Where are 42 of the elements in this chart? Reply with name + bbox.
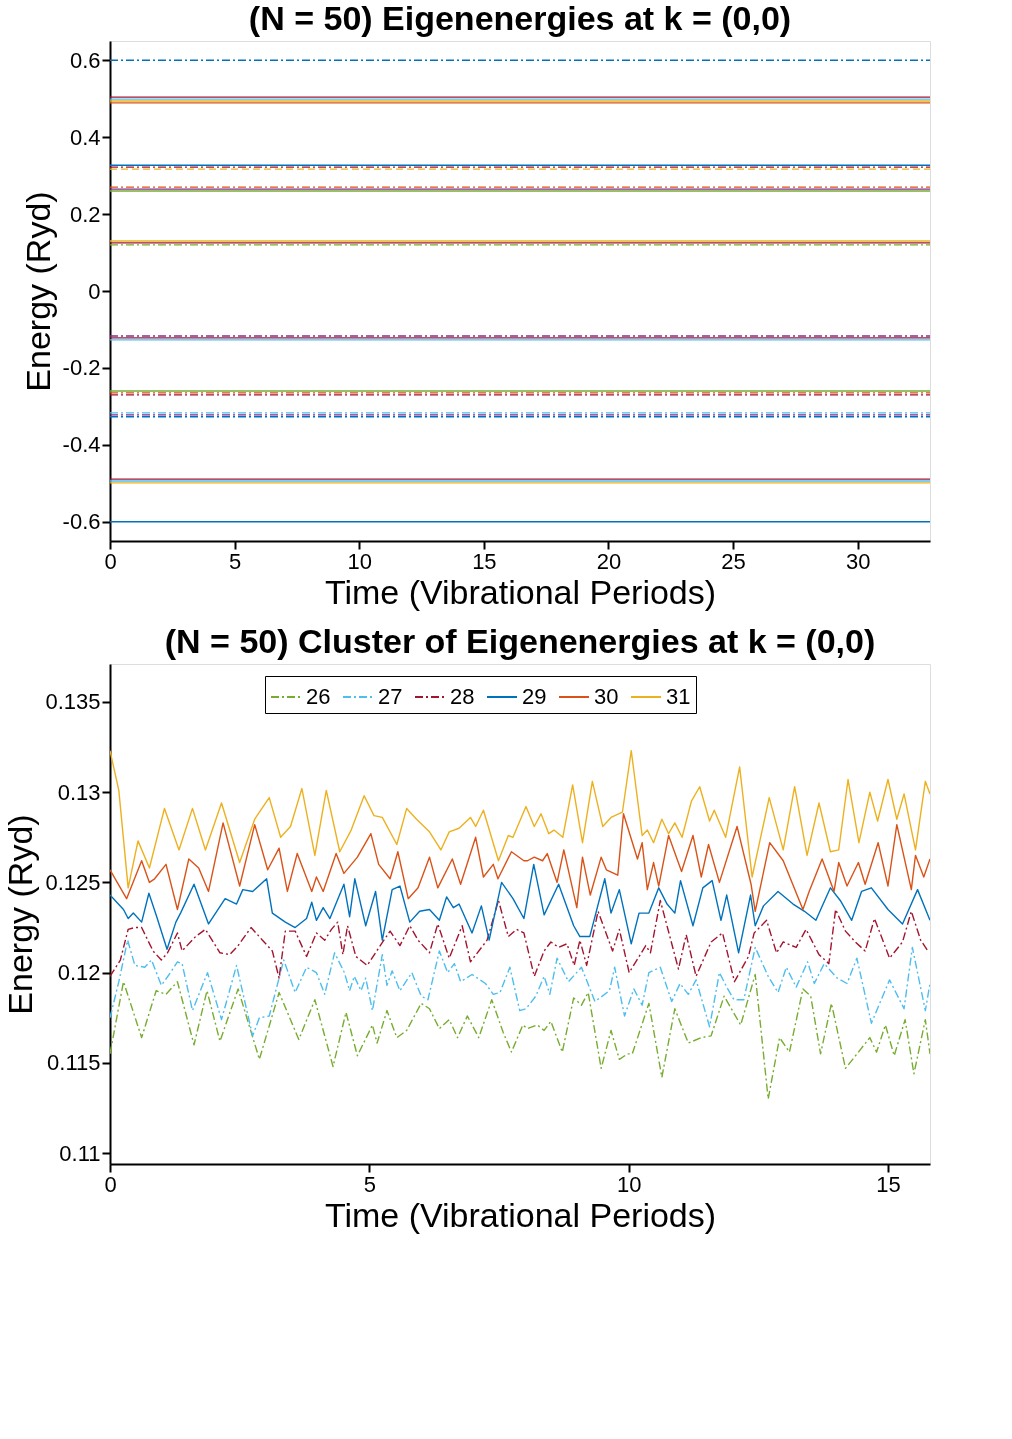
y-tick-label: 0.2 <box>69 201 101 227</box>
y-tick-label: 0.6 <box>69 47 101 73</box>
line-series <box>110 749 930 889</box>
chart-title: (N = 50) Eigenenergies at k = (0,0) <box>248 0 792 37</box>
x-tick-label: 30 <box>845 548 871 574</box>
line-series <box>110 939 930 1037</box>
line-series <box>110 973 930 1100</box>
x-tick-label: 10 <box>616 1171 642 1197</box>
y-tick-label: 0.11 <box>59 1140 101 1166</box>
y-axis-title: Energy (Ryd) <box>1 814 40 1015</box>
legend-label: 29 <box>522 684 547 709</box>
y-axis-title: Energy (Ryd) <box>18 191 57 392</box>
line-series <box>110 863 930 954</box>
x-tick-label: 10 <box>347 548 372 574</box>
y-tick-label: 0.4 <box>69 124 101 150</box>
y-tick-label: 0.135 <box>45 689 101 715</box>
y-tick-label: -0.6 <box>62 509 101 535</box>
legend-label: 27 <box>378 684 403 709</box>
y-tick-label: -0.4 <box>62 432 101 458</box>
legend-label: 31 <box>666 684 691 709</box>
legend-label: 30 <box>594 684 619 709</box>
line-series <box>110 899 929 983</box>
x-axis-title: Time (Vibrational Periods) <box>324 1195 717 1234</box>
x-tick-label: 15 <box>472 548 497 574</box>
x-tick-label: 25 <box>721 548 746 574</box>
x-axis-title: Time (Vibrational Periods) <box>324 572 717 611</box>
x-tick-label: 15 <box>876 1171 901 1197</box>
x-tick-label: 0 <box>104 1171 117 1197</box>
legend-label: 28 <box>450 684 475 709</box>
x-tick-label: 5 <box>363 1171 376 1197</box>
x-tick-label: 5 <box>229 548 242 574</box>
y-tick-label: -0.2 <box>62 355 101 381</box>
y-tick-label: 0.12 <box>57 960 101 986</box>
y-tick-label: 0.13 <box>57 779 101 805</box>
x-tick-label: 20 <box>596 548 622 574</box>
x-tick-label: 0 <box>104 548 117 574</box>
y-tick-label: 0 <box>88 278 101 304</box>
chart-title: (N = 50) Cluster of Eigenenergies at k = (0,0) <box>164 622 876 660</box>
y-tick-label: 0.115 <box>47 1050 101 1076</box>
legend-label: 26 <box>306 684 331 709</box>
y-tick-label: 0.125 <box>45 869 101 895</box>
line-series <box>110 813 930 912</box>
